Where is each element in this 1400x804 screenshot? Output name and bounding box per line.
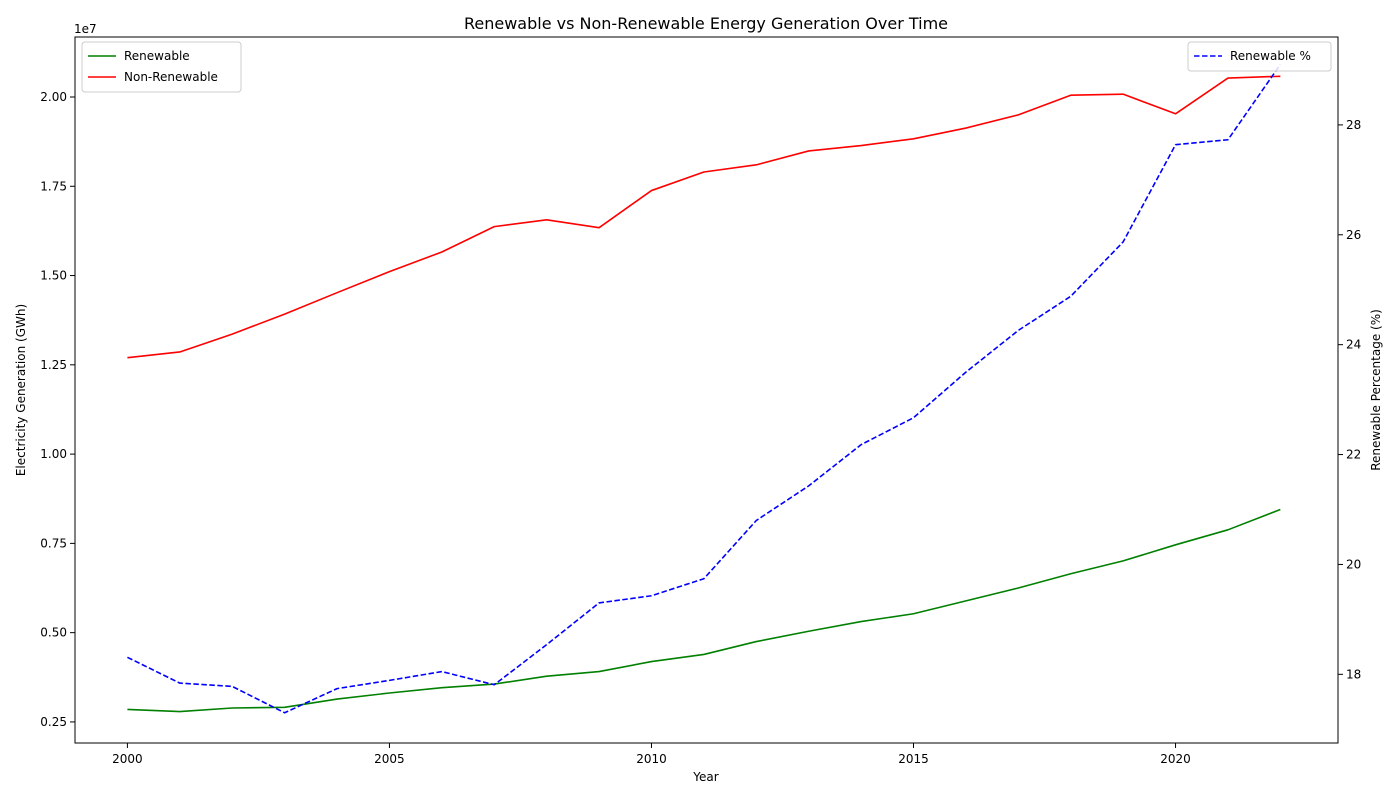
- legend-left: Renewable Non-Renewable: [81, 41, 242, 93]
- y-axis-right: 18 20 22 24 26 28: [1338, 118, 1361, 681]
- y-axis-right-label: Renewable Percentage (%): [1369, 309, 1383, 471]
- series-line-renewable-pct: [127, 64, 1282, 714]
- series-line-non-renewable: [127, 75, 1281, 359]
- x-tick-label: 2005: [374, 752, 405, 766]
- series-line-renewable: [127, 508, 1281, 713]
- x-tick-label: 2020: [1160, 752, 1191, 766]
- y-axis-left: 0.25 0.50 0.75 1.00 1.25 1.50 1.75 2.00: [40, 90, 75, 729]
- y-left-tick-label: 0.25: [40, 715, 67, 729]
- legend-box: [81, 41, 242, 93]
- x-tick-label: 2015: [898, 752, 929, 766]
- y-right-tick-label: 22: [1346, 448, 1361, 462]
- y-left-tick-label: 1.75: [40, 179, 67, 193]
- legend-label: Renewable: [124, 49, 190, 63]
- legend-box: [1187, 41, 1332, 72]
- plot-area: [127, 64, 1282, 714]
- y-left-tick-label: 2.00: [40, 90, 67, 104]
- y-right-tick-label: 20: [1346, 557, 1361, 571]
- legend-label: Renewable %: [1230, 49, 1311, 63]
- y-right-tick-label: 28: [1346, 118, 1361, 132]
- legend-label: Non-Renewable: [124, 70, 218, 84]
- y-right-tick-label: 26: [1346, 228, 1361, 242]
- left-axis-offset-label: 1e7: [74, 22, 97, 36]
- y-right-tick-label: 24: [1346, 338, 1361, 352]
- y-left-tick-label: 0.75: [40, 536, 67, 550]
- y-left-tick-label: 1.00: [40, 447, 67, 461]
- x-tick-label: 2010: [636, 752, 667, 766]
- x-tick-label: 2000: [112, 752, 143, 766]
- y-right-tick-label: 18: [1346, 667, 1361, 681]
- y-axis-left-label: Electricity Generation (GWh): [14, 304, 28, 476]
- legend-right: Renewable %: [1187, 41, 1332, 72]
- plot-frame: [74, 36, 1339, 744]
- x-axis: 2000 2005 2010 2015 2020: [112, 743, 1191, 766]
- chart-title: Renewable vs Non-Renewable Energy Genera…: [464, 14, 948, 33]
- y-left-tick-label: 1.25: [40, 358, 67, 372]
- y-left-tick-label: 0.50: [40, 626, 67, 640]
- x-axis-label: Year: [692, 770, 718, 784]
- y-left-tick-label: 1.50: [40, 269, 67, 283]
